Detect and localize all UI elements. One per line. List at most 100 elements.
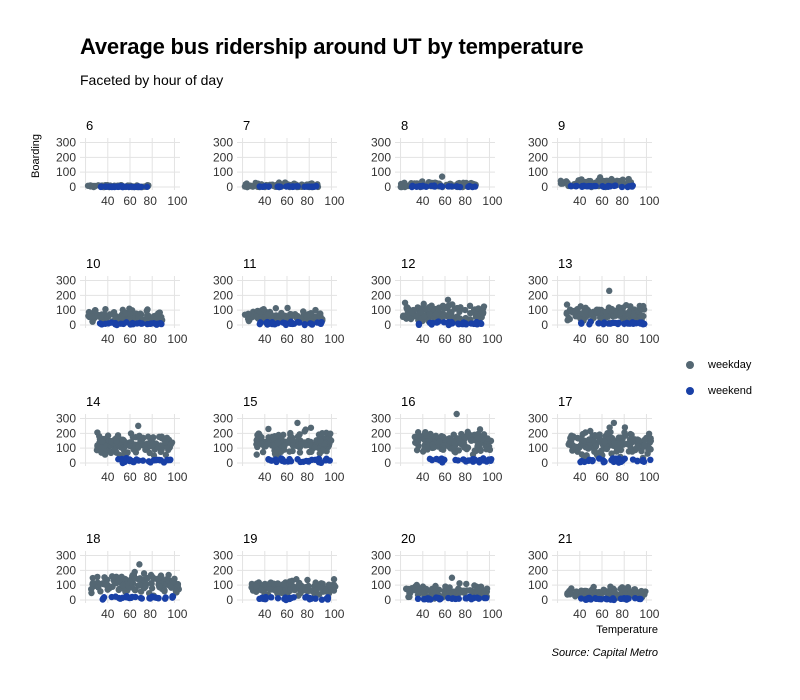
facet-label: 20 (401, 531, 415, 546)
data-point-weekday (422, 429, 429, 437)
facet-label: 10 (86, 256, 100, 271)
data-point-weekend (308, 456, 316, 464)
y-tick-label: 300 (528, 411, 548, 425)
data-point-weekend (318, 596, 326, 603)
x-tick-label: 60 (123, 607, 137, 621)
data-point-weekend (469, 183, 476, 191)
data-point-weekday (85, 308, 93, 316)
x-tick-label: 60 (280, 470, 294, 484)
data-point-weekday (98, 444, 105, 451)
data-point-weekend (102, 320, 109, 327)
data-point-weekend (290, 594, 298, 601)
data-point-weekday (304, 587, 311, 595)
data-point-weekday (319, 447, 327, 454)
x-tick-label: 60 (280, 194, 294, 208)
y-tick-label: 300 (56, 273, 76, 287)
data-point-weekday (446, 437, 453, 445)
y-tick-label: 0 (226, 318, 233, 332)
data-point-weekend (308, 320, 316, 328)
data-point-weekday (420, 313, 428, 320)
data-point-weekday (617, 309, 624, 317)
data-point-weekend (586, 321, 593, 328)
data-point-weekday (579, 430, 587, 438)
data-point-weekday (136, 581, 143, 589)
data-point-weekday (162, 451, 170, 459)
data-point-weekday (255, 441, 262, 448)
data-point-weekday (308, 448, 315, 455)
facet-label: 21 (558, 531, 572, 546)
data-point-weekend (595, 595, 603, 603)
data-point-weekday (252, 588, 260, 595)
data-point-weekend (637, 595, 644, 603)
data-point-weekend (275, 183, 282, 190)
data-point-weekend (426, 455, 434, 463)
data-point-weekday (568, 435, 575, 442)
x-tick-label: 40 (416, 332, 430, 346)
data-point-weekday (95, 584, 102, 591)
data-point-weekend (586, 456, 593, 463)
data-point-weekend (482, 594, 490, 602)
x-tick-label: 100 (639, 194, 659, 208)
x-tick-label: 40 (573, 607, 587, 621)
data-point-weekend (155, 594, 162, 602)
y-tick-label: 0 (69, 456, 76, 470)
data-point-weekend (449, 595, 457, 602)
data-point-weekend (139, 457, 147, 464)
data-point-weekday (463, 580, 470, 588)
data-point-weekend (582, 596, 589, 603)
data-point-weekday (607, 583, 614, 590)
data-point-weekday (305, 582, 312, 590)
data-point-weekend (616, 457, 623, 464)
data-point-weekend (158, 320, 165, 328)
data-point-weekend (135, 183, 142, 191)
data-point-weekday (102, 305, 109, 313)
x-tick-label: 40 (258, 194, 272, 208)
facet-label: 11 (243, 256, 257, 271)
data-point-weekday (332, 583, 339, 590)
data-point-weekday (450, 431, 457, 438)
y-tick-label: 300 (56, 411, 76, 425)
data-point-weekday (253, 451, 260, 458)
y-tick-label: 0 (69, 318, 76, 332)
data-point-weekday (566, 307, 574, 314)
y-tick-label: 100 (528, 578, 548, 592)
data-point-weekend (287, 458, 295, 465)
data-point-weekday (635, 437, 643, 444)
data-point-weekday (422, 306, 430, 313)
data-point-weekday (252, 313, 260, 320)
data-point-weekend (612, 319, 619, 327)
data-point-weekend (289, 183, 296, 191)
data-point-weekday (564, 591, 571, 598)
data-point-weekday (608, 305, 616, 313)
x-tick-label: 100 (324, 194, 344, 208)
y-tick-label: 0 (541, 456, 548, 470)
data-point-weekday (294, 419, 301, 427)
data-point-weekday (273, 446, 281, 454)
x-tick-label: 100 (482, 470, 502, 484)
y-tick-label: 0 (541, 318, 548, 332)
data-point-weekend (97, 183, 105, 191)
data-point-weekday (407, 315, 415, 323)
x-tick-label: 40 (416, 194, 430, 208)
data-point-weekend (265, 183, 272, 190)
x-tick-label: 80 (301, 607, 315, 621)
x-tick-label: 100 (482, 194, 502, 208)
data-point-weekday (466, 302, 474, 310)
y-tick-label: 200 (213, 426, 233, 440)
data-point-weekday (632, 588, 640, 595)
data-point-weekday (149, 434, 157, 441)
x-tick-label: 40 (416, 607, 430, 621)
data-point-weekday (245, 310, 252, 317)
data-point-weekend (462, 595, 469, 602)
data-point-weekday (296, 449, 304, 456)
data-point-weekend (274, 595, 282, 602)
data-point-weekday (626, 436, 634, 443)
data-point-weekend (621, 595, 629, 603)
data-point-weekend (113, 321, 121, 329)
y-tick-label: 300 (528, 273, 548, 287)
data-point-weekend (572, 182, 580, 190)
x-tick-label: 80 (616, 194, 630, 208)
data-point-weekend (630, 320, 637, 327)
data-point-weekday (430, 587, 437, 595)
data-point-weekday (456, 437, 463, 445)
